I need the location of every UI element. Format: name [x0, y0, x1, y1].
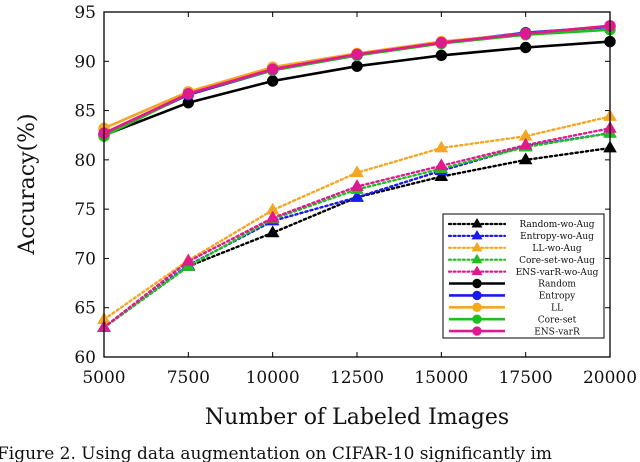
x-tick-label: 10000	[246, 368, 300, 388]
legend-swatch-marker	[471, 241, 483, 252]
data-point-ens-varr	[182, 88, 195, 100]
legend-swatch-marker	[471, 253, 483, 264]
series-core-set	[98, 24, 616, 142]
legend-entry-entropy: Entropy	[449, 290, 576, 302]
data-point-ens-varr-wo-aug	[350, 179, 364, 191]
data-point-random	[519, 41, 532, 54]
y-tick-label: 60	[74, 348, 96, 368]
data-point-random	[266, 75, 279, 87]
x-tick-label: 7500	[167, 368, 210, 388]
legend-label: Entropy-wo-Aug	[520, 232, 594, 242]
legend-swatch-marker	[472, 278, 482, 289]
y-tick-label: 90	[74, 52, 96, 72]
legend-swatch-marker	[471, 218, 483, 228]
legend-label: Entropy	[539, 292, 576, 302]
x-tick-label: 20000	[583, 368, 637, 388]
legend-label: Random	[538, 280, 576, 290]
series-ens-varr	[98, 20, 616, 139]
legend-swatch-marker	[471, 265, 483, 276]
figure-caption: Figure 2. Using data augmentation on CIF…	[0, 444, 552, 462]
series-entropy	[98, 21, 616, 140]
series-line-entropy	[103, 25, 611, 136]
data-point-random	[351, 60, 363, 72]
legend-label: LL-wo-Aug	[532, 244, 581, 254]
data-point-entropy-wo-aug	[350, 189, 364, 202]
legend-label: Core-set-wo-Aug	[519, 256, 595, 266]
series-random	[98, 35, 616, 141]
legend-swatch-marker	[472, 302, 482, 312]
legend: Random-wo-Aug Entropy-wo-Aug LL-wo-Aug Core…	[442, 213, 605, 339]
data-point-ens-varr	[351, 48, 363, 61]
legend-label: ENS-varR	[534, 327, 580, 337]
data-point-random-wo-aug	[265, 225, 280, 238]
x-axis-label: Number of Labeled Images	[205, 405, 509, 430]
x-tick-label: 12500	[330, 368, 384, 388]
legend-entry-random-wo-aug: Random-wo-Aug	[447, 218, 595, 230]
legend-entry-random: Random	[449, 278, 576, 290]
legend-entry-ens-varr-wo-aug: ENS-varR-wo-Aug	[447, 265, 599, 278]
series-ll	[98, 20, 616, 135]
data-point-ens-varr	[435, 36, 448, 49]
series-line-ll	[103, 24, 611, 130]
data-point-ens-varr-wo-aug	[265, 210, 280, 223]
legend-swatch-marker	[471, 229, 483, 240]
legend-label: ENS-varR-wo-Aug	[516, 268, 599, 278]
legend-label: Core-set	[538, 315, 577, 325]
legend-entry-core-set-wo-aug: Core-set-wo-Aug	[447, 253, 595, 266]
legend-entry-ll: LL	[449, 302, 563, 314]
legend-entry-entropy-wo-aug: Entropy-wo-Aug	[447, 229, 594, 242]
legend-entry-ens-varr: ENS-varR	[449, 326, 580, 337]
legend-label: LL	[551, 304, 563, 314]
legend-box	[442, 213, 605, 339]
y-tick-label: 95	[74, 3, 96, 23]
legend-swatch-marker	[472, 314, 482, 324]
data-point-ens-varr	[519, 27, 532, 40]
data-point-random-wo-aug	[434, 169, 449, 182]
series-line-ens-varr	[103, 24, 611, 135]
x-tick-label: 17500	[499, 368, 553, 388]
legend-swatch-marker	[472, 290, 482, 301]
y-tick-label: 80	[74, 151, 96, 171]
legend-entry-core-set: Core-set	[449, 314, 577, 325]
data-point-random-wo-aug	[518, 152, 533, 165]
data-point-ll-wo-aug	[350, 165, 364, 178]
data-point-ll-wo-aug	[434, 140, 449, 153]
y-tick-label: 75	[74, 200, 96, 220]
legend-entry-ll-wo-aug: LL-wo-Aug	[447, 241, 582, 254]
data-point-ens-varr-wo-aug	[518, 137, 533, 150]
legend-swatch-marker	[472, 326, 482, 336]
x-tick-label: 15000	[414, 368, 468, 388]
y-axis-label: Accuracy(%)	[15, 113, 40, 255]
y-tick-label: 65	[74, 299, 96, 319]
y-tick-label: 85	[74, 102, 96, 122]
data-point-random	[435, 49, 448, 62]
x-tick-label: 5000	[82, 368, 125, 388]
y-tick-label: 70	[74, 249, 96, 269]
plot-frame	[103, 11, 611, 358]
legend-label: Random-wo-Aug	[519, 220, 594, 230]
data-point-ens-varr-wo-aug	[434, 158, 449, 171]
data-point-ens-varr-wo-aug	[181, 254, 196, 266]
data-point-ens-varr	[266, 63, 279, 75]
